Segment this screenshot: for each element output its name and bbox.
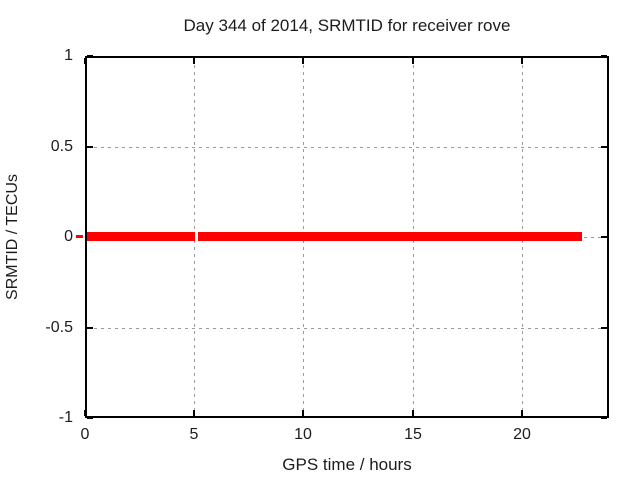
x-tick-mark-top <box>521 58 523 64</box>
x-tick-mark-top <box>84 58 86 64</box>
y-tick-mark-right <box>601 236 607 238</box>
x-tick-mark-bottom <box>193 410 195 416</box>
x-tick-mark-bottom <box>302 410 304 416</box>
x-axis-label: GPS time / hours <box>282 455 412 474</box>
x-tick-mark-bottom <box>84 410 86 416</box>
y-tick-mark-left <box>87 417 93 419</box>
y-tick-label: -0.5 <box>45 319 73 336</box>
x-tick-mark-bottom <box>412 410 414 416</box>
y-tick-label: 1 <box>64 47 73 64</box>
y-tick-label: -1 <box>58 409 73 426</box>
y-tick-label: 0 <box>64 228 73 245</box>
x-tick-label: 0 <box>80 426 90 443</box>
data-line-segment <box>87 232 195 241</box>
y-gridline <box>87 328 607 329</box>
x-tick-mark-bottom <box>521 410 523 416</box>
x-tick-mark-top <box>193 58 195 64</box>
x-tick-mark-top <box>302 58 304 64</box>
x-tick-label: 5 <box>189 426 199 443</box>
data-line-segment <box>198 232 582 241</box>
y-tick-mark-right <box>601 417 607 419</box>
y-tick-mark-right <box>601 55 607 57</box>
x-tick-label: 15 <box>404 426 422 443</box>
y-tick-mark-left <box>87 327 93 329</box>
plot-area <box>85 56 609 418</box>
chart-title: Day 344 of 2014, SRMTID for receiver rov… <box>183 16 511 35</box>
x-tick-mark-top <box>412 58 414 64</box>
y-tick-mark-right <box>601 327 607 329</box>
x-tick-label: 20 <box>513 426 531 443</box>
y-tick-label: 0.5 <box>50 138 73 155</box>
x-tick-label: 10 <box>294 426 312 443</box>
y-tick-mark-left <box>87 55 93 57</box>
data-line-segment <box>76 235 83 238</box>
y-tick-mark-left <box>87 146 93 148</box>
y-tick-mark-right <box>601 146 607 148</box>
y-gridline <box>87 147 607 148</box>
